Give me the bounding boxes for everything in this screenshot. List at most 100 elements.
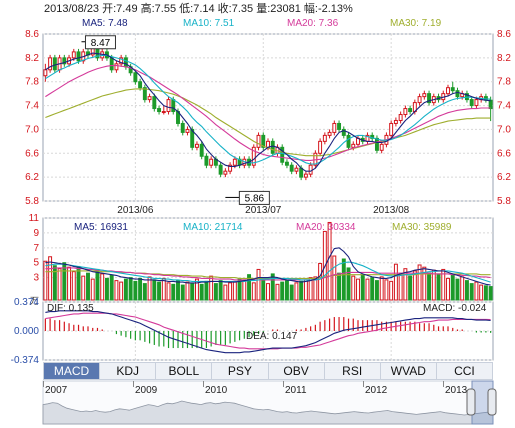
- candle-body[interactable]: [52, 57, 57, 71]
- volume-bar[interactable]: [398, 272, 403, 301]
- volume-bar[interactable]: [90, 278, 95, 301]
- tab-obv[interactable]: OBV: [269, 363, 325, 379]
- candle-body[interactable]: [455, 90, 460, 98]
- volume-bar[interactable]: [455, 278, 460, 301]
- candle-body[interactable]: [294, 167, 299, 172]
- volume-bar[interactable]: [232, 281, 237, 301]
- volume-bar[interactable]: [161, 277, 166, 301]
- candle-body[interactable]: [204, 155, 209, 166]
- candle-body[interactable]: [408, 108, 413, 113]
- candle-body[interactable]: [261, 134, 266, 148]
- candle-body[interactable]: [346, 134, 351, 148]
- volume-bar[interactable]: [488, 286, 493, 301]
- candle-body[interactable]: [138, 81, 143, 89]
- volume-bar[interactable]: [133, 280, 138, 301]
- volume-bar[interactable]: [43, 260, 48, 301]
- volume-bar[interactable]: [190, 283, 195, 301]
- candle-body[interactable]: [71, 51, 76, 59]
- volume-bar[interactable]: [152, 279, 157, 301]
- volume-bar[interactable]: [403, 268, 408, 301]
- candle-body[interactable]: [142, 87, 147, 101]
- volume-bar[interactable]: [294, 282, 299, 301]
- candle-body[interactable]: [389, 122, 394, 136]
- volume-bar[interactable]: [436, 273, 441, 301]
- candle-body[interactable]: [422, 93, 427, 98]
- candle-body[interactable]: [379, 143, 384, 151]
- volume-bar[interactable]: [303, 279, 308, 301]
- candle-body[interactable]: [351, 143, 356, 148]
- candle-body[interactable]: [322, 134, 327, 142]
- volume-bar[interactable]: [171, 283, 176, 301]
- volume-bar[interactable]: [176, 280, 180, 301]
- volume-bar[interactable]: [128, 277, 133, 301]
- candle-body[interactable]: [232, 158, 237, 166]
- candle-body[interactable]: [284, 161, 289, 166]
- volume-bar[interactable]: [100, 273, 105, 301]
- candle-body[interactable]: [48, 57, 53, 71]
- volume-bar[interactable]: [71, 271, 76, 301]
- volume-bar[interactable]: [327, 221, 332, 301]
- volume-bar[interactable]: [441, 268, 446, 301]
- volume-bar[interactable]: [389, 280, 394, 301]
- candle-body[interactable]: [114, 63, 119, 71]
- volume-bar[interactable]: [256, 268, 261, 301]
- volume-bar[interactable]: [341, 258, 346, 301]
- candle-body[interactable]: [157, 108, 162, 113]
- overview-right-handle[interactable]: [487, 388, 497, 416]
- candle-body[interactable]: [171, 99, 176, 113]
- volume-bar[interactable]: [313, 276, 318, 301]
- volume-bar[interactable]: [464, 280, 469, 301]
- macd-panel[interactable]: 0.374 0.000 -0.374 DIF: 0.135 DEA: 0.147 MACD…: [11, 297, 494, 366]
- volume-bar[interactable]: [109, 274, 114, 301]
- tab-boll[interactable]: BOLL: [156, 363, 213, 379]
- price-panel[interactable]: 8.6 8.6 8.2 8.2 7.8 7.8 7.4 7.4 7.0 7.0 6.6 6.6 6.2 6…: [25, 18, 511, 216]
- candle-body[interactable]: [427, 93, 432, 104]
- candle-body[interactable]: [280, 146, 285, 163]
- candle-body[interactable]: [147, 96, 152, 101]
- overview-left-handle[interactable]: [466, 388, 476, 416]
- volume-bar[interactable]: [104, 277, 109, 301]
- candle-body[interactable]: [398, 114, 403, 121]
- candle-body[interactable]: [133, 72, 138, 83]
- candle-body[interactable]: [218, 164, 223, 175]
- candle-body[interactable]: [488, 99, 493, 110]
- candle-body[interactable]: [337, 122, 342, 130]
- volume-bar[interactable]: [86, 272, 90, 301]
- volume-bar[interactable]: [166, 282, 171, 301]
- candle-body[interactable]: [62, 57, 67, 65]
- volume-bar[interactable]: [95, 268, 100, 301]
- volume-bar[interactable]: [57, 268, 62, 301]
- volume-bar[interactable]: [427, 272, 432, 301]
- tab-psy[interactable]: PSY: [212, 363, 269, 379]
- volume-bar[interactable]: [308, 277, 313, 301]
- volume-bar[interactable]: [412, 270, 417, 301]
- volume-bar[interactable]: [138, 277, 143, 301]
- volume-bar[interactable]: [114, 280, 119, 301]
- volume-bar[interactable]: [318, 262, 323, 301]
- candle-body[interactable]: [190, 128, 195, 148]
- volume-bar[interactable]: [52, 265, 57, 301]
- volume-bar[interactable]: [180, 284, 185, 301]
- candle-body[interactable]: [119, 57, 124, 65]
- candle-body[interactable]: [341, 128, 346, 136]
- volume-bar[interactable]: [157, 281, 162, 301]
- volume-bar[interactable]: [62, 262, 67, 301]
- volume-bar[interactable]: [119, 281, 124, 301]
- candle-body[interactable]: [308, 164, 313, 175]
- candle-body[interactable]: [43, 69, 48, 77]
- volume-bar[interactable]: [365, 278, 370, 301]
- candle-body[interactable]: [256, 134, 261, 148]
- candle-body[interactable]: [303, 173, 308, 178]
- volume-bar[interactable]: [123, 278, 128, 301]
- volume-bar[interactable]: [370, 277, 375, 301]
- candle-body[interactable]: [185, 128, 190, 133]
- candle-body[interactable]: [403, 108, 408, 116]
- volume-bar[interactable]: [431, 269, 436, 301]
- volume-bar[interactable]: [474, 281, 479, 301]
- candle-body[interactable]: [327, 131, 332, 136]
- volume-bar[interactable]: [417, 264, 422, 301]
- tab-kdj[interactable]: KDJ: [100, 363, 157, 379]
- candle-body[interactable]: [289, 164, 294, 172]
- volume-bar[interactable]: [266, 283, 270, 301]
- candle-body[interactable]: [251, 146, 256, 166]
